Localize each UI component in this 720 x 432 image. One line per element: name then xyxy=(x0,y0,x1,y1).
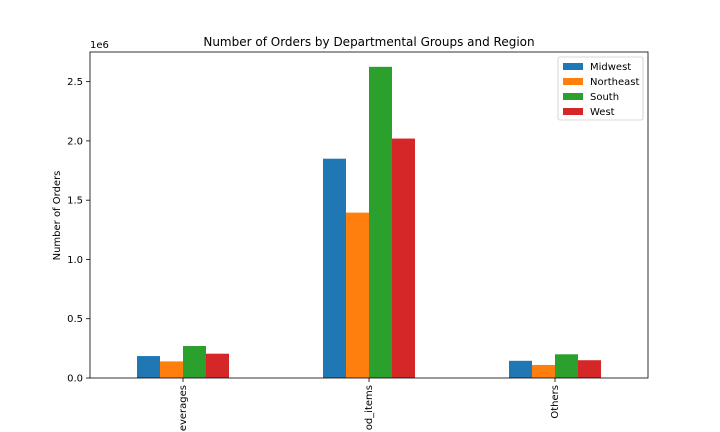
bar-west-2 xyxy=(578,360,601,378)
chart-title: Number of Orders by Departmental Groups … xyxy=(203,35,534,49)
bar-northeast-2 xyxy=(532,364,555,378)
legend-swatch-south xyxy=(563,93,583,100)
bar-south-1 xyxy=(369,66,392,379)
legend-box xyxy=(557,56,644,121)
bar-midwest-1 xyxy=(323,158,346,378)
x-tick-label: everages xyxy=(178,385,189,431)
legend-swatch-west xyxy=(563,108,583,115)
bar-midwest-0 xyxy=(137,356,160,378)
y-tick-label: 0.5 xyxy=(67,314,83,325)
legend-swatch-northeast xyxy=(563,78,583,85)
x-axis: everages od_items Others xyxy=(178,378,561,431)
bars-group xyxy=(137,66,601,379)
bar-west-0 xyxy=(206,353,229,378)
y-tick-label: 0.0 xyxy=(67,374,83,385)
y-tick-label: 2.0 xyxy=(67,136,83,147)
y-axis-offset-label: 1e6 xyxy=(90,40,109,51)
x-tick-label: Others xyxy=(550,385,561,419)
y-axis-label: Number of Orders xyxy=(52,171,63,261)
legend-label-northeast: Northeast xyxy=(590,77,639,88)
bar-south-0 xyxy=(183,345,206,378)
y-axis: 0.0 0.5 1.0 1.5 2.0 2.5 xyxy=(67,77,90,385)
bar-northeast-0 xyxy=(160,361,183,378)
bar-west-1 xyxy=(392,138,415,378)
legend-label-south: South xyxy=(590,92,619,103)
bar-northeast-1 xyxy=(346,212,369,378)
y-tick-label: 1.0 xyxy=(67,255,83,266)
y-tick-label: 2.5 xyxy=(67,77,83,88)
legend-swatch-midwest xyxy=(563,63,583,70)
bar-south-2 xyxy=(555,354,578,378)
legend-label-midwest: Midwest xyxy=(590,62,631,73)
legend-label-west: West xyxy=(590,107,615,118)
bar-midwest-2 xyxy=(509,360,532,378)
x-tick-label: od_items xyxy=(364,385,375,430)
y-tick-label: 1.5 xyxy=(67,196,83,207)
legend: Midwest Northeast South West xyxy=(557,56,644,121)
plot-frame xyxy=(89,51,649,379)
